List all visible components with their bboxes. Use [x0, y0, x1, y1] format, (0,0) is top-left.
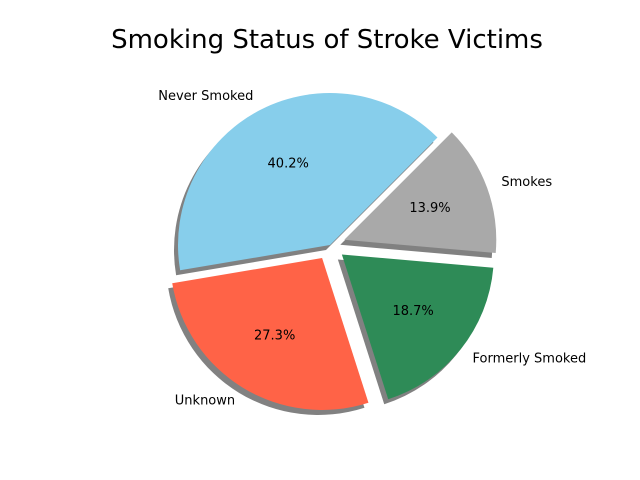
slice-label-never-smoked: Never Smoked — [158, 89, 253, 104]
pct-label-formerly-smoked: 18.7% — [392, 304, 433, 319]
slice-smokes — [344, 132, 497, 254]
pct-label-smokes: 13.9% — [409, 201, 450, 216]
pie-slices — [172, 93, 497, 410]
slice-unknown — [172, 257, 369, 410]
slice-label-formerly-smoked: Formerly Smoked — [473, 351, 587, 366]
slice-never-smoked — [177, 93, 438, 271]
chart-title: Smoking Status of Stroke Victims — [111, 25, 543, 55]
slice-labels: 40.2% Never Smoked 27.3% Unknown 18.7% Former… — [158, 89, 586, 408]
pct-label-unknown: 27.3% — [254, 328, 295, 343]
pct-label-never-smoked: 40.2% — [268, 156, 309, 171]
slice-formerly-smoked — [341, 254, 494, 400]
slice-label-smokes: Smokes — [501, 175, 552, 190]
slice-label-unknown: Unknown — [175, 393, 235, 408]
